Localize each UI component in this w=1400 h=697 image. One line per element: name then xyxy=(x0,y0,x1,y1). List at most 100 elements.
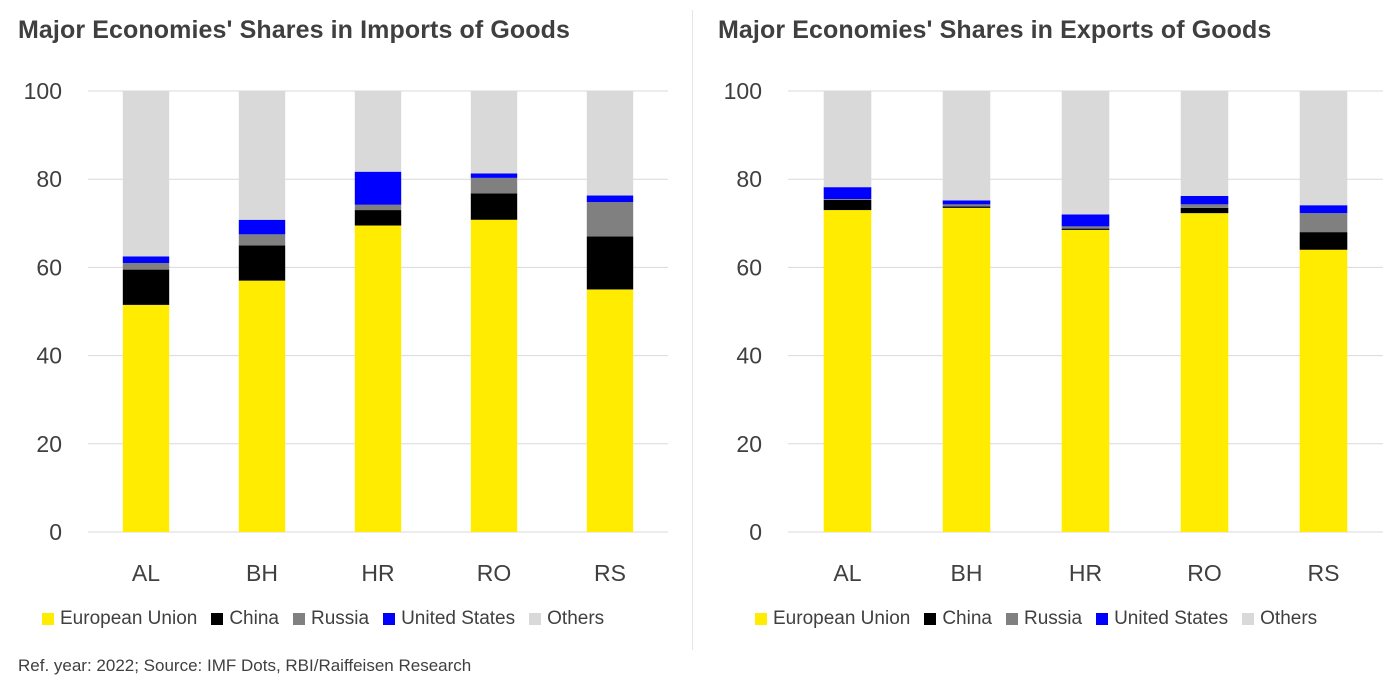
y-tick-label: 40 xyxy=(36,343,62,369)
bar-segment xyxy=(122,91,170,257)
bar-segment xyxy=(1299,213,1348,233)
legend-swatch xyxy=(292,613,305,625)
legend-label: European Union xyxy=(773,608,911,629)
bar-segment xyxy=(1180,195,1229,205)
legend-swatch xyxy=(1242,613,1255,625)
chart-title: Major Economies' Shares in Exports of Go… xyxy=(718,16,1272,44)
imports-chart-plot: 0 20 40 60 80 100 AL BH HR RO RS xyxy=(24,78,668,586)
bar-segment xyxy=(238,280,286,532)
y-tick-label: 80 xyxy=(36,166,62,192)
y-tick-label: 100 xyxy=(724,78,762,104)
exports-chart-plot: 0 20 40 60 80 100 AL BH HR RO RS xyxy=(724,78,1383,586)
source-note: Ref. year: 2022; Source: IMF Dots, RBI/R… xyxy=(18,656,472,675)
y-tick-label: 60 xyxy=(736,254,762,280)
bar-segment xyxy=(823,199,872,211)
bar-segment xyxy=(1299,91,1348,206)
legend-swatch xyxy=(383,613,396,625)
x-category-label: RS xyxy=(594,560,626,586)
x-category-label: BH xyxy=(951,560,983,586)
bar-segment xyxy=(122,269,170,305)
bar-segment xyxy=(1061,229,1110,533)
bar-segment xyxy=(470,177,518,194)
legend-swatch xyxy=(1096,613,1109,625)
x-category-label: RO xyxy=(477,560,512,586)
exports-chart-panel: Major Economies' Shares in Exports of Go… xyxy=(700,0,1400,650)
x-category-label: AL xyxy=(833,560,861,586)
bar-segment xyxy=(470,91,518,174)
bar-segment xyxy=(1061,91,1110,215)
legend-label: Russia xyxy=(1023,608,1083,629)
bar-segment xyxy=(1061,228,1110,230)
legend-swatch xyxy=(211,613,224,625)
bar-segment xyxy=(238,245,286,281)
legend-label: United States xyxy=(401,608,516,629)
bar-segment xyxy=(942,91,991,201)
bar-segment xyxy=(470,173,518,178)
legend-label: China xyxy=(942,608,992,629)
bar-segment xyxy=(238,234,286,246)
x-category-label: AL xyxy=(132,560,160,586)
bar-segment xyxy=(586,236,634,290)
bar-segment xyxy=(1061,214,1110,227)
bar-segment xyxy=(823,199,872,200)
bar-segment xyxy=(470,219,518,532)
bar-segment xyxy=(1180,207,1229,214)
bar-segment xyxy=(354,171,402,205)
legend-label: European Union xyxy=(60,608,198,629)
bar-segment xyxy=(354,225,402,532)
bar-segment xyxy=(1180,91,1229,196)
x-category-label: RO xyxy=(1187,560,1222,586)
y-tick-label: 40 xyxy=(736,343,762,369)
bar-segment xyxy=(823,91,872,188)
imports-chart-panel: Major Economies' Shares in Imports of Go… xyxy=(0,0,685,650)
legend-label: Others xyxy=(547,608,605,629)
bar-segment xyxy=(122,256,170,263)
bar-segment xyxy=(586,289,634,532)
legend-label: Russia xyxy=(310,608,370,629)
legend-swatch xyxy=(1005,613,1018,625)
legend-swatch xyxy=(42,613,54,625)
chart-legend: European Union China Russia United State… xyxy=(42,608,604,630)
bar-segment xyxy=(823,210,872,532)
chart-legend: European Union China Russia United State… xyxy=(755,608,1317,630)
y-tick-label: 20 xyxy=(36,431,62,457)
legend-item-united-states: United States xyxy=(1096,608,1228,630)
x-category-label: RS xyxy=(1308,560,1340,586)
bar-segment xyxy=(122,262,170,270)
legend-label: United States xyxy=(1114,608,1229,629)
bar-segment xyxy=(470,193,518,220)
legend-item-others: Others xyxy=(1242,608,1317,630)
bar-segment xyxy=(1180,213,1229,533)
legend-item-china: China xyxy=(211,608,279,630)
y-tick-label: 0 xyxy=(749,519,762,545)
bar-segment xyxy=(238,219,286,235)
bar-segment xyxy=(942,204,991,207)
legend-item-others: Others xyxy=(529,608,604,630)
legend-item-united-states: United States xyxy=(383,608,515,630)
bar-segment xyxy=(354,204,402,211)
y-tick-label: 100 xyxy=(24,78,62,104)
legend-swatch xyxy=(529,613,542,625)
bar-segment xyxy=(1299,205,1348,214)
bar-segment xyxy=(1180,204,1229,208)
y-tick-label: 0 xyxy=(49,519,62,545)
bar-segment xyxy=(942,200,991,205)
bar-segment xyxy=(586,91,634,196)
legend-swatch xyxy=(755,613,767,625)
y-tick-label: 20 xyxy=(736,431,762,457)
legend-item-eu: European Union xyxy=(42,608,197,630)
bar-segment xyxy=(122,304,170,532)
legend-swatch xyxy=(924,613,937,625)
x-category-label: HR xyxy=(1069,560,1102,586)
bar-segment xyxy=(942,207,991,533)
bar-segment xyxy=(1299,232,1348,250)
legend-item-china: China xyxy=(924,608,992,630)
bar-segment xyxy=(1061,226,1110,229)
bar-segment xyxy=(823,187,872,200)
legend-item-russia: Russia xyxy=(292,608,370,630)
bar-segment xyxy=(238,91,286,220)
x-category-label: HR xyxy=(361,560,394,586)
bar-segment xyxy=(942,206,991,208)
legend-item-russia: Russia xyxy=(1005,608,1083,630)
bar-segment xyxy=(586,202,634,237)
